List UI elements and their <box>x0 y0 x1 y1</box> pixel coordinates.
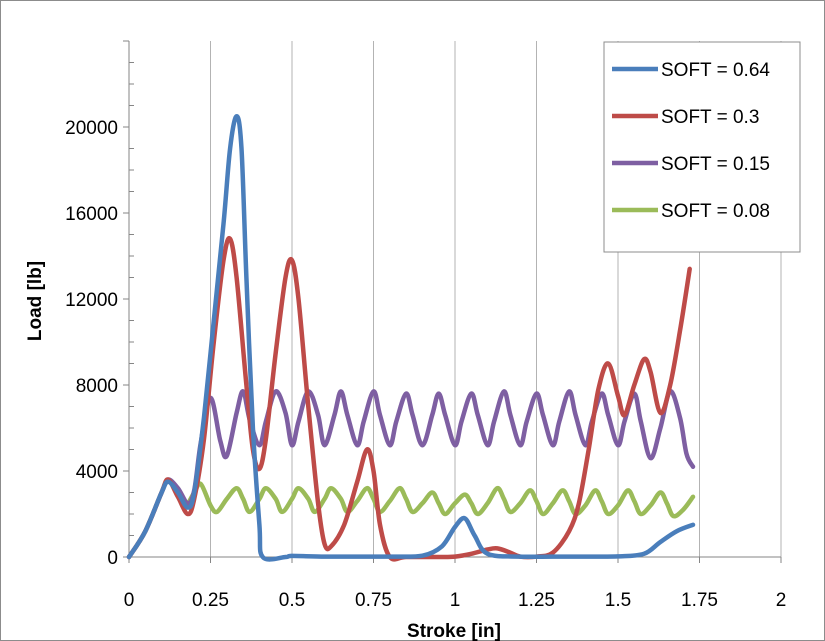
series-line-soft-0-08 <box>126 477 696 560</box>
y-axis-title: Load [lb] <box>25 261 46 341</box>
grid-lines <box>210 41 782 557</box>
legend-box <box>603 41 801 253</box>
x-axis-title: Stroke [in] <box>407 621 501 641</box>
y-tick-label: 0 <box>107 548 118 569</box>
y-tick-label: 16000 <box>65 204 118 225</box>
tick-labels: 0 4000 8000 12000 16000 20000 0 0.25 0.5 0.75 1 1.2… <box>65 118 786 611</box>
legend: SOFT = 0.64 SOFT = 0.3 SOFT = 0.15 SOFT = 0… <box>603 41 801 253</box>
legend-label: SOFT = 0.3 <box>661 107 759 128</box>
x-tick-label: 0.75 <box>355 590 392 611</box>
y-tick-label: 20000 <box>65 118 118 139</box>
y-tick-label: 12000 <box>65 290 118 311</box>
legend-label: SOFT = 0.64 <box>661 60 770 81</box>
series-layer <box>126 114 696 562</box>
y-tick-label: 8000 <box>76 376 118 397</box>
legend-label: SOFT = 0.08 <box>661 201 770 222</box>
x-tick-label: 1.5 <box>605 590 631 611</box>
y-tick-label: 4000 <box>76 462 118 483</box>
x-tick-label: 0.5 <box>279 590 305 611</box>
series-line-soft-0-3 <box>126 235 692 562</box>
x-tick-label: 1.75 <box>681 590 718 611</box>
x-tick-label: 1.25 <box>518 590 555 611</box>
legend-label: SOFT = 0.15 <box>661 154 770 175</box>
x-tick-label: 2 <box>776 590 787 611</box>
x-tick-label: 0 <box>124 590 135 611</box>
x-tick-label: 1 <box>450 590 461 611</box>
series-line-soft-0-15 <box>126 389 696 560</box>
x-tick-label: 0.25 <box>192 590 229 611</box>
series-line-soft-0-64 <box>126 114 696 562</box>
